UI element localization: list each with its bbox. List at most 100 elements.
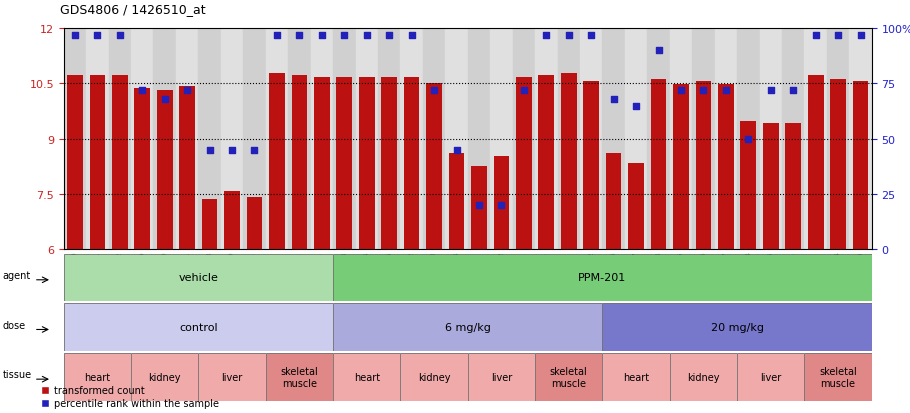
Bar: [602, 29, 625, 250]
Bar: [580, 29, 602, 250]
Point: [269, 32, 284, 39]
Point: [696, 88, 711, 94]
Point: [359, 32, 374, 39]
Bar: [221, 29, 243, 250]
Point: [629, 103, 643, 109]
Bar: [131, 29, 154, 250]
Bar: [135, 88, 150, 250]
Bar: [198, 29, 221, 250]
Bar: [808, 76, 824, 250]
Bar: [247, 197, 262, 250]
Text: 20 mg/kg: 20 mg/kg: [711, 322, 763, 332]
Bar: [693, 29, 714, 250]
Bar: [404, 78, 420, 250]
Bar: [539, 76, 554, 250]
Bar: [64, 29, 86, 250]
Bar: [468, 29, 490, 250]
Bar: [651, 80, 666, 250]
Point: [763, 88, 778, 94]
Point: [854, 32, 868, 39]
Bar: [763, 124, 779, 250]
Bar: [785, 124, 801, 250]
Point: [113, 32, 127, 39]
Bar: [176, 29, 198, 250]
Bar: [670, 29, 693, 250]
Text: vehicle: vehicle: [178, 273, 218, 283]
Bar: [583, 82, 599, 250]
Text: heart: heart: [85, 372, 110, 382]
Bar: [310, 29, 333, 250]
Text: liver: liver: [221, 372, 243, 382]
Text: agent: agent: [3, 271, 31, 280]
Bar: [449, 153, 464, 250]
Point: [517, 88, 531, 94]
Bar: [628, 163, 644, 250]
Bar: [288, 29, 310, 250]
Bar: [737, 29, 760, 250]
Point: [225, 147, 239, 154]
Text: 6 mg/kg: 6 mg/kg: [445, 322, 490, 332]
Bar: [490, 29, 512, 250]
Bar: [378, 29, 400, 250]
Point: [135, 88, 149, 94]
Text: dose: dose: [3, 320, 26, 330]
Bar: [314, 78, 329, 250]
Text: tissue: tissue: [3, 370, 32, 380]
Bar: [471, 166, 487, 250]
Point: [382, 32, 397, 39]
Bar: [157, 90, 173, 250]
Bar: [561, 74, 577, 250]
Bar: [423, 29, 445, 250]
Bar: [356, 29, 378, 250]
Text: skeletal
muscle: skeletal muscle: [280, 366, 318, 388]
Point: [539, 32, 553, 39]
Point: [741, 136, 755, 143]
Text: GDS4806 / 1426510_at: GDS4806 / 1426510_at: [60, 2, 206, 16]
Bar: [695, 82, 712, 250]
Bar: [224, 192, 240, 250]
Point: [180, 88, 195, 94]
Point: [494, 202, 509, 209]
Bar: [535, 29, 558, 250]
Point: [404, 32, 419, 39]
Text: PPM-201: PPM-201: [578, 273, 627, 283]
Bar: [179, 87, 195, 250]
Text: heart: heart: [623, 372, 649, 382]
Point: [157, 96, 172, 103]
Bar: [493, 157, 510, 250]
Bar: [400, 29, 423, 250]
Bar: [89, 76, 106, 250]
Bar: [112, 76, 127, 250]
Point: [67, 32, 82, 39]
Point: [673, 88, 688, 94]
Bar: [718, 85, 733, 250]
Bar: [426, 83, 442, 250]
Point: [90, 32, 105, 39]
Text: kidney: kidney: [418, 372, 450, 382]
Bar: [827, 29, 849, 250]
Point: [584, 32, 599, 39]
Bar: [202, 199, 217, 250]
Bar: [445, 29, 468, 250]
Bar: [266, 29, 288, 250]
Bar: [558, 29, 580, 250]
Bar: [512, 29, 535, 250]
Legend: transformed count, percentile rank within the sample: transformed count, percentile rank withi…: [41, 385, 219, 408]
Bar: [853, 82, 868, 250]
Text: skeletal
muscle: skeletal muscle: [819, 366, 857, 388]
Point: [652, 47, 666, 54]
Text: liver: liver: [490, 372, 512, 382]
Bar: [830, 80, 846, 250]
Point: [202, 147, 217, 154]
Point: [606, 96, 621, 103]
Bar: [606, 153, 622, 250]
Text: control: control: [179, 322, 217, 332]
Bar: [359, 78, 375, 250]
Point: [248, 147, 262, 154]
Point: [561, 32, 576, 39]
Bar: [154, 29, 176, 250]
Point: [808, 32, 823, 39]
Bar: [86, 29, 108, 250]
Point: [831, 32, 845, 39]
Bar: [647, 29, 670, 250]
